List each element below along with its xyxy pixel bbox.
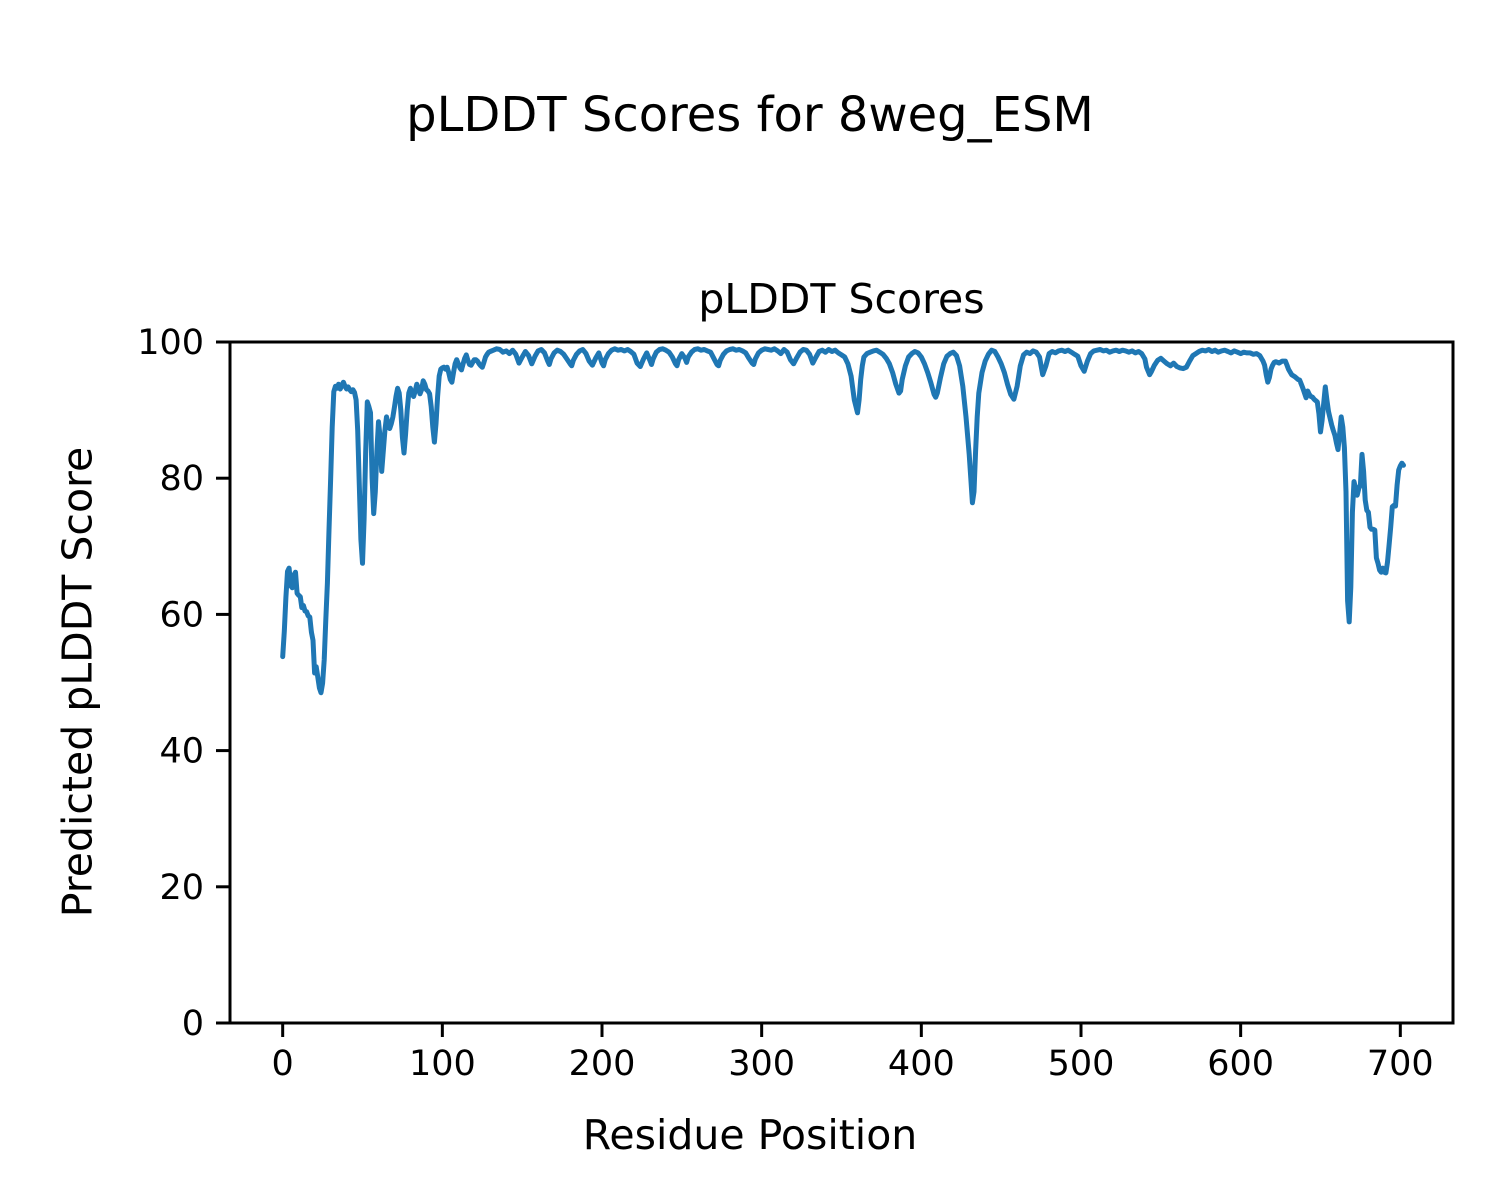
x-tick-label: 100	[409, 1044, 476, 1084]
figure-title: pLDDT Scores for 8weg_ESM	[406, 87, 1094, 143]
x-axis-label: Residue Position	[582, 1111, 918, 1159]
y-tick-label: 80	[159, 459, 204, 499]
x-tick-label: 400	[888, 1044, 955, 1084]
x-tick-label: 600	[1207, 1044, 1274, 1084]
x-tick-label: 500	[1048, 1044, 1115, 1084]
plddt-line	[280, 346, 1406, 696]
y-tick-label: 40	[159, 732, 204, 772]
x-tick-label: 0	[272, 1044, 294, 1084]
y-tick-label: 100	[137, 323, 204, 363]
x-tick-label: 700	[1367, 1044, 1434, 1084]
x-tick-label: 300	[728, 1044, 795, 1084]
y-tick-label: 0	[182, 1004, 204, 1044]
y-tick-label: 60	[159, 595, 204, 635]
axes-title: pLDDT Scores	[698, 275, 985, 323]
y-tick-label: 20	[159, 868, 204, 908]
x-tick-label: 200	[569, 1044, 636, 1084]
axes-frame	[228, 340, 1455, 1025]
